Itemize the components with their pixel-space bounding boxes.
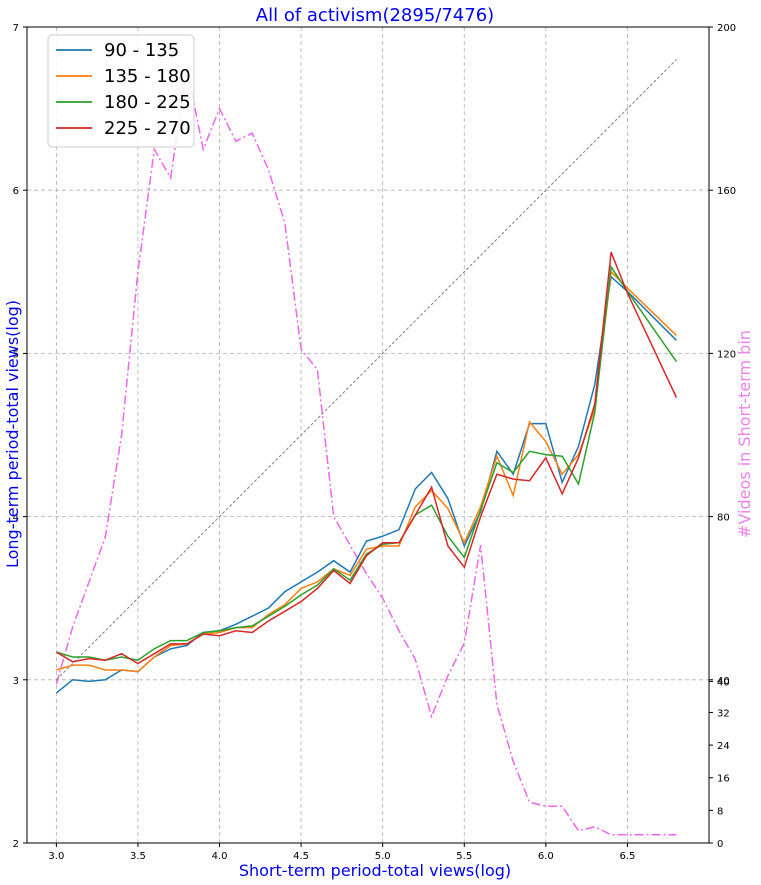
y2-tick-label: 120 (717, 349, 736, 360)
y2-tick-label: 160 (717, 186, 736, 197)
grid (27, 27, 709, 843)
reference-diagonal (56, 59, 677, 681)
legend-box (47, 34, 195, 148)
x-tick-label: 3.5 (130, 851, 146, 862)
series-line-4 (56, 251, 678, 665)
y2-tick-label: 24 (717, 741, 730, 752)
series-line-2 (56, 270, 677, 673)
x-tick-label: 6.0 (538, 851, 554, 862)
y-axis-label: Long-term period-total views(log) (3, 300, 22, 568)
count-line (55, 67, 677, 836)
y2-tick-label: 8 (717, 806, 723, 817)
series-line-3 (56, 264, 678, 661)
x-tick-label: 3.0 (48, 851, 64, 862)
y2-tick-label: 40 (717, 676, 730, 687)
y2-axis-label: #Videos in Short-term bin (735, 330, 754, 538)
count-series (55, 67, 677, 836)
y2-tick-label: 80 (717, 513, 730, 524)
y2-tick-label: 32 (717, 708, 730, 719)
y-tick-label: 2 (13, 839, 19, 850)
series-lines (55, 251, 678, 694)
x-tick-label: 4.0 (212, 851, 228, 862)
x-tick-label: 4.5 (293, 851, 309, 862)
y-tick-label: 7 (13, 23, 19, 34)
y-tick-label: 5 (13, 349, 19, 360)
y-tick-label: 4 (13, 513, 19, 524)
y-tick-label: 6 (13, 186, 19, 197)
y2-tick-label: 200 (717, 23, 736, 34)
y2-tick-label: 0 (717, 839, 723, 850)
y-tick-label: 3 (13, 676, 19, 687)
y2-tick-label: 16 (717, 774, 730, 785)
chart-title: All of activism(2895/7476) (256, 5, 494, 26)
x-tick-label: 5.0 (375, 851, 391, 862)
legend-label: 225 - 270 (104, 118, 191, 139)
legend-label: 90 - 135 (104, 40, 179, 61)
series-line-1 (55, 275, 677, 694)
plot-frame (26, 26, 710, 844)
legend: 90 - 135 135 - 180 180 - 225 225 - 270 (47, 34, 195, 148)
x-axis-label: Short-term period-total views(log) (239, 861, 511, 880)
reference-line (56, 59, 677, 681)
legend-label: 180 - 225 (104, 92, 191, 113)
x-tick-label: 6.5 (619, 851, 635, 862)
x-tick-label: 5.5 (456, 851, 472, 862)
legend-label: 135 - 180 (104, 66, 191, 87)
y2-tick-label: 40 (717, 677, 730, 688)
axes: 3.0 3.5 4.0 4.5 5.0 5.5 6.0 6.5 2 3 4 5 6 7 0 8 16 24 32 40… (13, 23, 736, 862)
